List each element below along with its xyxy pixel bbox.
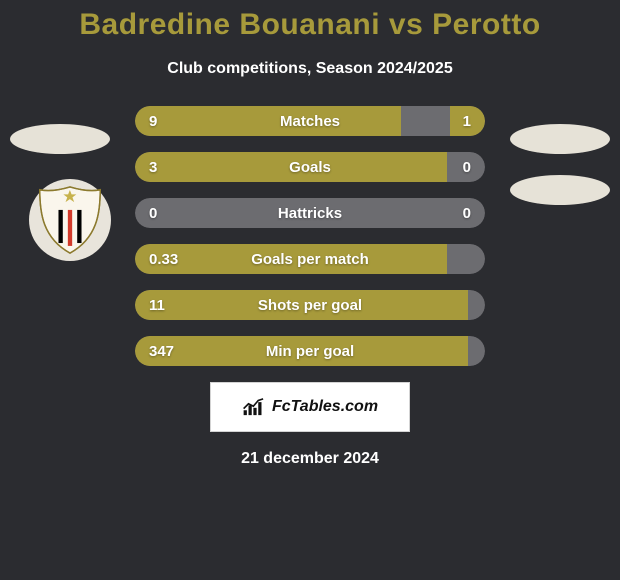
branding-box[interactable]: FcTables.com bbox=[210, 382, 410, 432]
branding-logo-icon bbox=[242, 397, 268, 417]
stat-value-left: 9 bbox=[149, 106, 157, 136]
stat-label: Matches bbox=[135, 106, 485, 136]
title-vs: vs bbox=[389, 8, 423, 41]
club-crest-icon bbox=[34, 184, 106, 256]
branding-text: FcTables.com bbox=[272, 398, 378, 416]
stat-row: Matches9 1 bbox=[135, 106, 485, 136]
stat-value-right: 1 bbox=[463, 106, 471, 136]
stat-label: Hattricks bbox=[135, 198, 485, 228]
stat-label: Min per goal bbox=[135, 336, 485, 366]
stat-label: Goals bbox=[135, 152, 485, 182]
stat-row: Hattricks0 0 bbox=[135, 198, 485, 228]
stat-label: Shots per goal bbox=[135, 290, 485, 320]
stat-value-left: 0.33 bbox=[149, 244, 178, 274]
stat-row: Min per goal347 bbox=[135, 336, 485, 366]
club-badge bbox=[29, 179, 111, 261]
stat-value-left: 347 bbox=[149, 336, 174, 366]
stat-value-right: 0 bbox=[463, 198, 471, 228]
stat-row: Goals3 0 bbox=[135, 152, 485, 182]
stat-value-left: 3 bbox=[149, 152, 157, 182]
stat-row: Shots per goal11 bbox=[135, 290, 485, 320]
stat-row: Goals per match0.33 bbox=[135, 244, 485, 274]
stats-list: Matches91Goals30Hattricks00Goals per mat… bbox=[135, 106, 485, 366]
page-title: Badredine Bouanani vs Perotto bbox=[0, 8, 620, 42]
stat-value-right: 0 bbox=[463, 152, 471, 182]
comparison-card: Badredine Bouanani vs Perotto Club compe… bbox=[0, 0, 620, 580]
player2-placeholder-ellipse-1 bbox=[510, 124, 610, 154]
stat-value-left: 0 bbox=[149, 198, 157, 228]
date-text: 21 december 2024 bbox=[0, 450, 620, 468]
stat-label: Goals per match bbox=[135, 244, 485, 274]
player2-name: Perotto bbox=[432, 8, 541, 41]
subtitle: Club competitions, Season 2024/2025 bbox=[0, 60, 620, 78]
player1-placeholder-ellipse bbox=[10, 124, 110, 154]
player2-placeholder-ellipse-2 bbox=[510, 175, 610, 205]
player1-name: Badredine Bouanani bbox=[79, 8, 380, 41]
stat-value-left: 11 bbox=[149, 290, 165, 320]
